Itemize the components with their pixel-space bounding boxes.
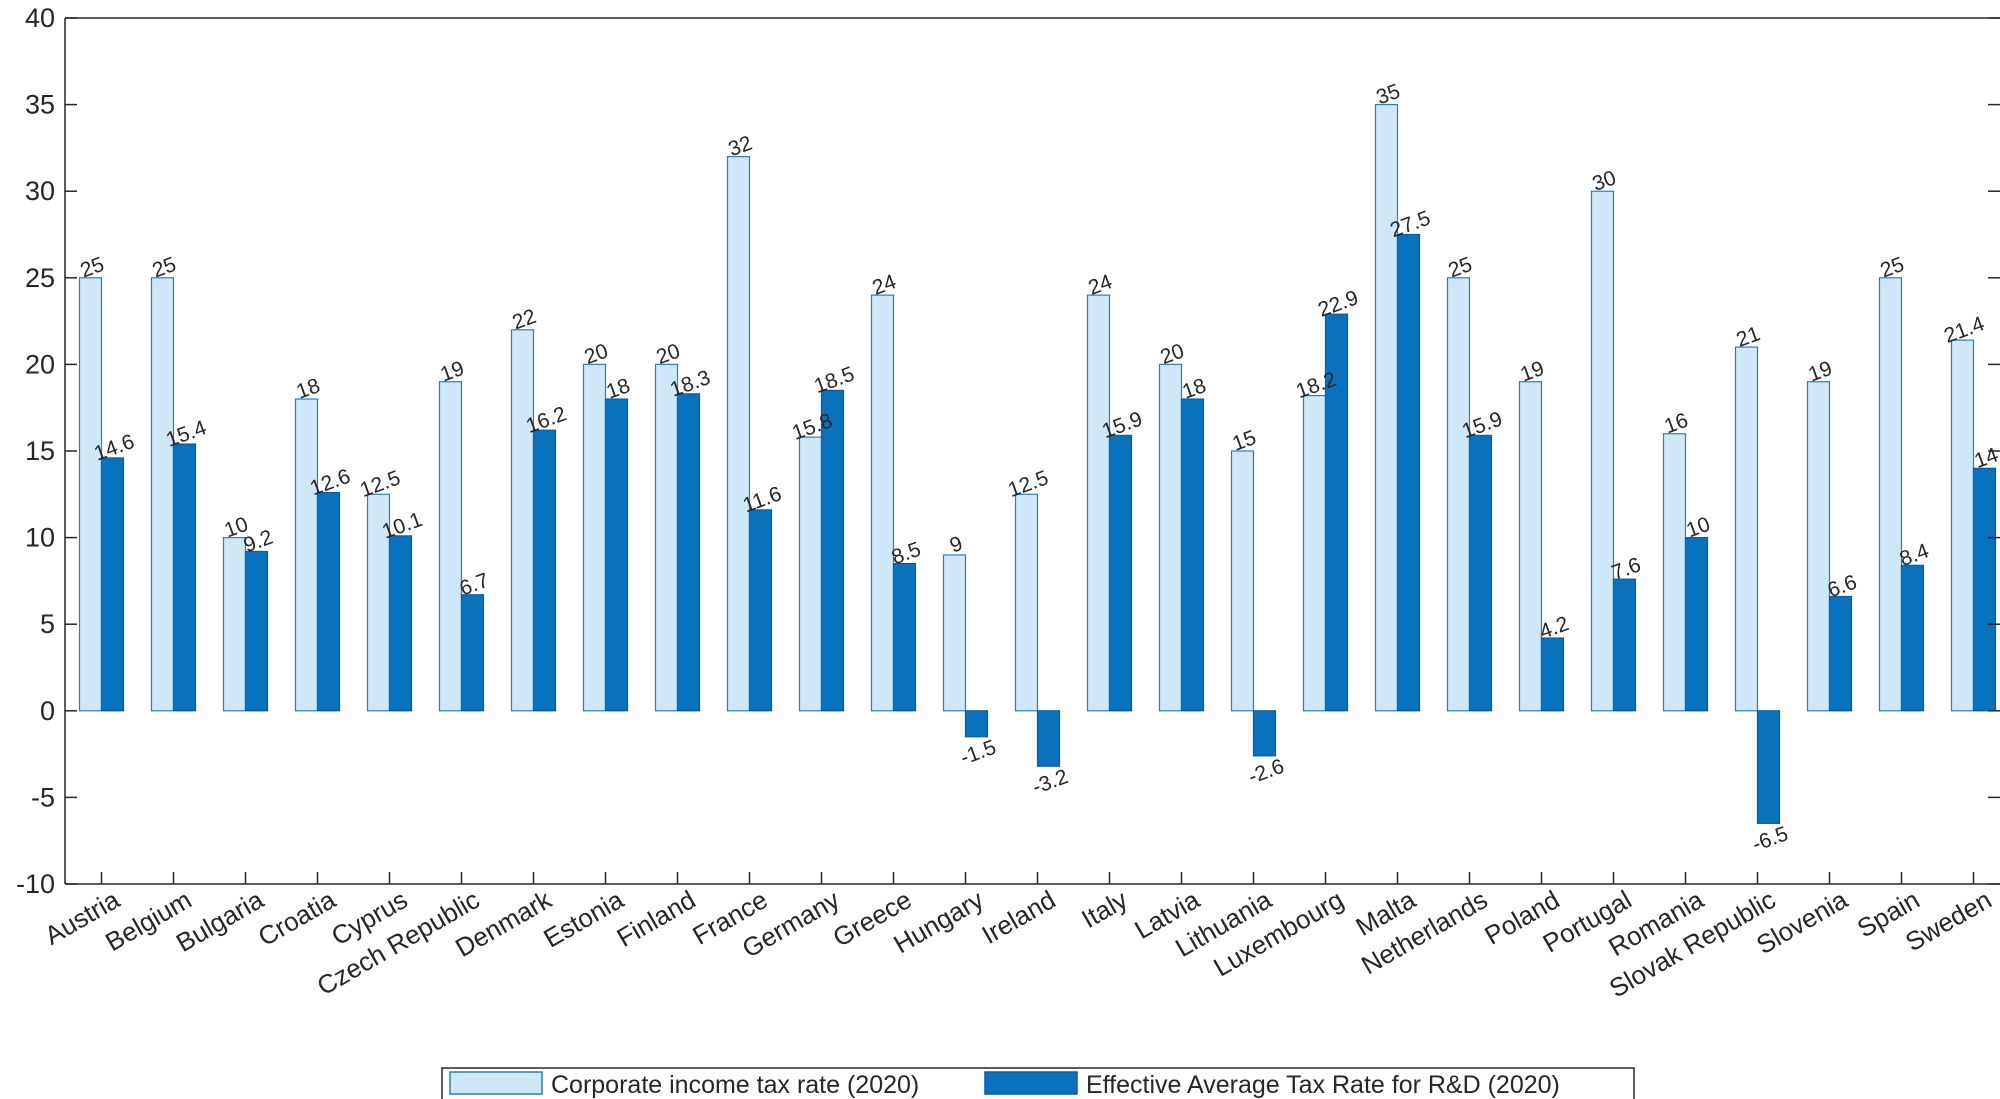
y-tick-label: -10	[16, 869, 55, 899]
y-tick-label: 40	[25, 3, 55, 33]
legend: Corporate income tax rate (2020) Effecti…	[441, 1067, 1635, 1099]
y-tick-label: 15	[25, 436, 55, 466]
bar-corporate-lithuania	[1230, 450, 1255, 712]
category-label-croatia: Croatia	[253, 884, 341, 952]
bar-effective-rd-denmark	[532, 429, 557, 712]
bar-corporate-slovenia	[1806, 381, 1831, 712]
y-tick-label: 10	[25, 523, 55, 553]
category-label-estonia: Estonia	[538, 884, 629, 954]
y-tick-label: 25	[25, 263, 55, 293]
bar-corporate-slovak-republic	[1734, 346, 1759, 712]
bar-corporate-croatia	[294, 398, 319, 712]
y-tick-label: 5	[40, 609, 55, 639]
bar-effective-rd-malta	[1396, 233, 1421, 712]
bar-effective-rd-netherlands	[1468, 434, 1493, 712]
y-tick-label: 20	[25, 349, 55, 379]
bar-corporate-belgium	[150, 277, 175, 712]
bar-corporate-netherlands	[1446, 277, 1471, 712]
legend-label-effective-rd: Effective Average Tax Rate for R&D (2020…	[1086, 1071, 1560, 1099]
legend-label-corporate: Corporate income tax rate (2020)	[551, 1071, 919, 1099]
x-category-labels: AustriaBelgiumBulgariaCroatiaCyprusCzech…	[39, 884, 1996, 1004]
bar-corporate-luxembourg	[1302, 394, 1327, 712]
data-label-effective-rd-ireland: -3.2	[1029, 765, 1071, 799]
legend-swatch-effective-rd	[984, 1071, 1078, 1095]
bar-effective-rd-croatia	[316, 491, 341, 712]
bar-effective-rd-hungary	[964, 710, 989, 738]
bar-corporate-poland	[1518, 381, 1543, 712]
bar-corporate-spain	[1878, 277, 1903, 712]
bar-effective-rd-estonia	[604, 398, 629, 712]
category-label-italy: Italy	[1076, 884, 1132, 934]
bar-effective-rd-austria	[100, 457, 125, 712]
bar-corporate-latvia	[1158, 363, 1183, 712]
bar-corporate-sweden	[1950, 339, 1975, 712]
bar-effective-rd-luxembourg	[1324, 313, 1349, 712]
category-label-finland: Finland	[612, 884, 701, 953]
bar-effective-rd-poland	[1540, 637, 1565, 712]
bar-effective-rd-belgium	[172, 443, 197, 712]
bar-effective-rd-slovenia	[1828, 595, 1853, 712]
y-tick-label: 35	[25, 90, 55, 120]
bar-corporate-romania	[1662, 433, 1687, 712]
bar-corporate-portugal	[1590, 190, 1615, 712]
bar-effective-rd-italy	[1108, 434, 1133, 712]
bar-corporate-austria	[78, 277, 103, 712]
bar-corporate-czech-republic	[438, 381, 463, 712]
bar-corporate-finland	[654, 363, 679, 712]
bar-corporate-greece	[870, 294, 895, 712]
y-tick-labels: 40 35 30 25 20 15 10 5 0 -5 -10	[16, 3, 55, 899]
bar-effective-rd-france	[748, 509, 773, 712]
bar-corporate-hungary	[942, 554, 967, 712]
y-tick-label: 0	[40, 696, 55, 726]
data-label-effective-rd-slovak-republic: -6.5	[1749, 822, 1791, 856]
bar-effective-rd-czech-republic	[460, 594, 485, 712]
bar-effective-rd-romania	[1684, 536, 1709, 712]
bar-effective-rd-sweden	[1972, 467, 1997, 712]
category-label-ireland: Ireland	[977, 884, 1061, 950]
bar-corporate-malta	[1374, 103, 1399, 712]
axes-layer	[64, 17, 2000, 885]
bar-effective-rd-cyprus	[388, 535, 413, 712]
legend-swatch-corporate	[449, 1071, 543, 1095]
bar-corporate-ireland	[1014, 493, 1039, 712]
data-label-effective-rd-hungary: -1.5	[957, 736, 999, 770]
bar-effective-rd-finland	[676, 393, 701, 712]
bar-effective-rd-portugal	[1612, 578, 1637, 712]
bar-corporate-estonia	[582, 363, 607, 712]
bar-corporate-denmark	[510, 329, 535, 712]
data-label-corporate-hungary: 9	[947, 532, 966, 558]
bar-effective-rd-spain	[1900, 564, 1925, 712]
bar-corporate-bulgaria	[222, 536, 247, 712]
bar-corporate-italy	[1086, 294, 1111, 712]
bar-effective-rd-lithuania	[1252, 710, 1277, 757]
y-tick-label: -5	[31, 782, 55, 812]
bar-effective-rd-ireland	[1036, 710, 1061, 767]
bar-effective-rd-latvia	[1180, 398, 1205, 712]
bar-effective-rd-greece	[892, 562, 917, 712]
bar-effective-rd-germany	[820, 389, 845, 712]
bar-effective-rd-slovak-republic	[1756, 710, 1781, 824]
bar-corporate-france	[726, 155, 751, 712]
data-label-effective-rd-lithuania: -2.6	[1245, 755, 1287, 789]
bar-effective-rd-bulgaria	[244, 550, 269, 712]
bars-layer	[78, 103, 1997, 824]
bar-corporate-germany	[798, 436, 823, 712]
y-tick-label: 30	[25, 176, 55, 206]
